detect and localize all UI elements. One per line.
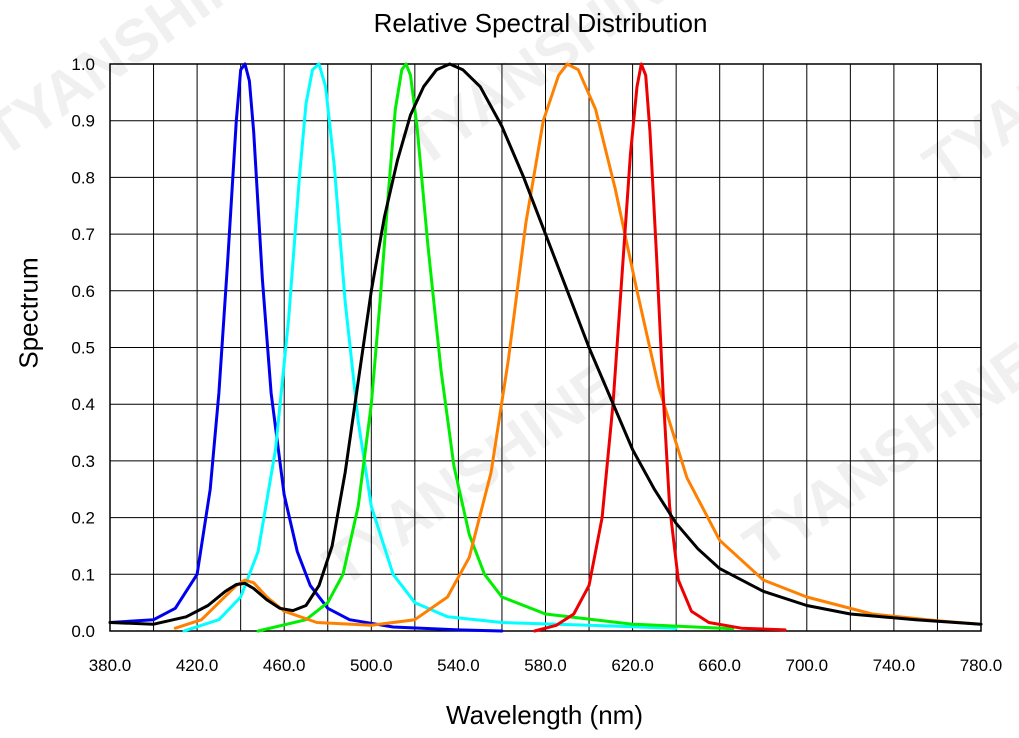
x-tick-label: 780.0	[960, 656, 1003, 675]
x-tick-label: 540.0	[437, 656, 480, 675]
y-tick-label: 0.1	[71, 565, 95, 584]
series-line-1	[182, 62, 678, 633]
y-tick-label: 0.7	[71, 225, 95, 244]
x-tick-label: 580.0	[524, 656, 567, 675]
y-tick-label: 0.4	[71, 395, 95, 414]
y-tick-label: 0.3	[71, 452, 95, 471]
y-tick-label: 0.0	[71, 622, 95, 641]
series-line-0	[108, 62, 504, 633]
plot-frame	[109, 63, 982, 632]
series-group	[108, 62, 983, 633]
x-tick-label: 660.0	[698, 656, 741, 675]
y-tick-label: 0.6	[71, 282, 95, 301]
y-tick-labels: 0.0 0.1 0.2 0.3 0.4 0.5 0.6 0.7 0.8 0.9 1.0	[71, 55, 95, 641]
x-tick-label: 500.0	[350, 656, 393, 675]
x-tick-label: 700.0	[786, 656, 829, 675]
series-line-2	[256, 62, 735, 633]
chart-title: Relative Spectral Distribution	[373, 8, 708, 38]
y-tick-label: 1.0	[71, 55, 95, 74]
series-line-4	[533, 62, 787, 633]
x-tick-label: 740.0	[873, 656, 916, 675]
series-line-5	[108, 62, 983, 626]
x-tick-label: 620.0	[611, 656, 654, 675]
x-axis-label: Wavelength (nm)	[446, 700, 643, 730]
x-tick-label: 460.0	[263, 656, 306, 675]
y-tick-label: 0.9	[71, 112, 95, 131]
y-tick-label: 0.5	[71, 339, 95, 358]
x-tick-label: 380.0	[89, 656, 132, 675]
series-line-3	[173, 62, 983, 630]
x-tick-label: 420.0	[176, 656, 219, 675]
grid	[109, 63, 982, 632]
y-tick-label: 0.2	[71, 509, 95, 528]
x-tick-labels: 380.0 420.0 460.0 500.0 540.0 580.0 620.0 660.0…	[89, 656, 1003, 675]
y-tick-label: 0.8	[71, 168, 95, 187]
